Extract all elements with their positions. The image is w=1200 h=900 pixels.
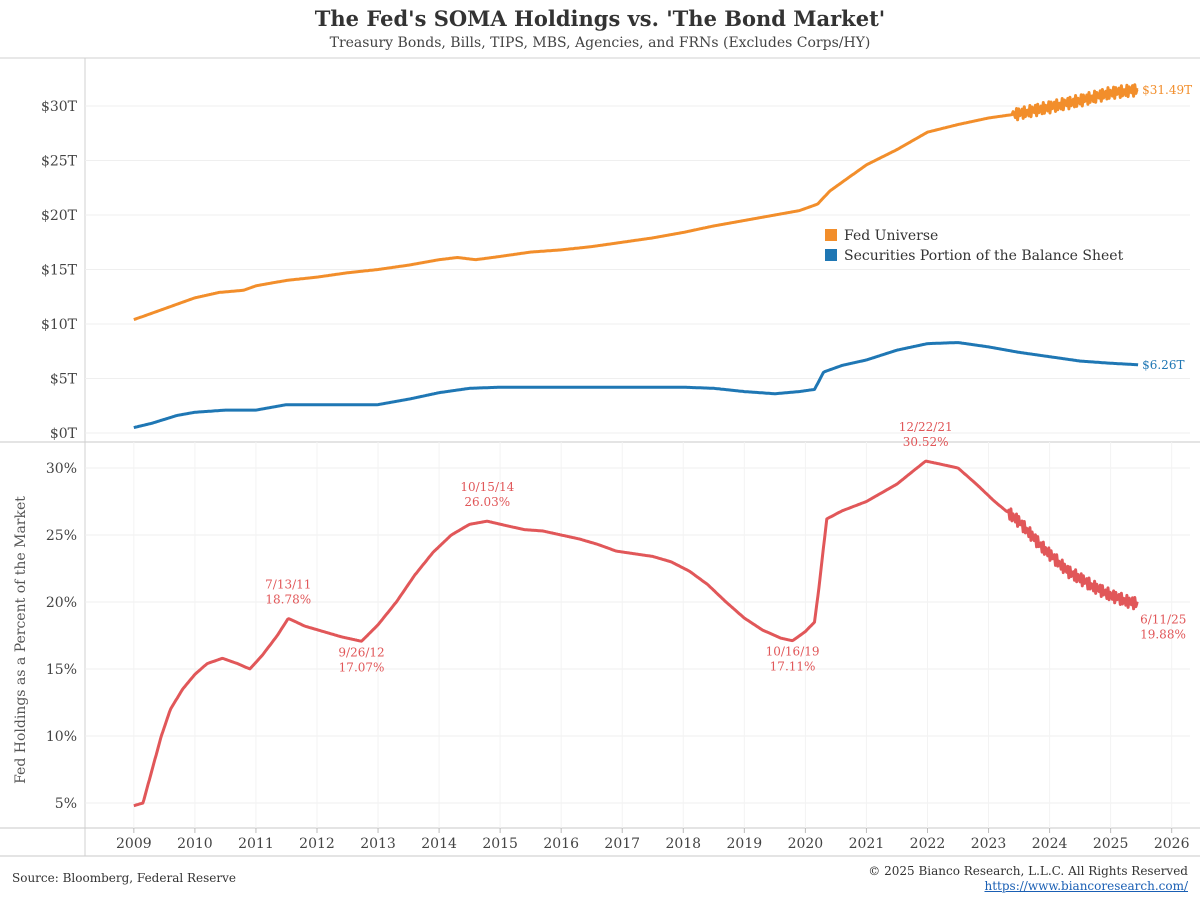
legend-swatch [825,229,837,241]
bottom-y-tick-label: 20% [46,595,77,611]
x-tick-label: 2021 [849,836,885,852]
top-y-tick-label: $20T [41,208,78,224]
chart-subtitle: Treasury Bonds, Bills, TIPS, MBS, Agenci… [329,35,871,51]
annotation-date: 10/15/14 [460,480,514,494]
x-tick-label: 2017 [604,836,640,852]
x-tick-label: 2024 [1032,836,1068,852]
top-y-tick-label: $25T [41,154,78,170]
y-tick-labels: $0T $5T $10T $15T $20T $25T $30T 5% 10% 15% 20% 25%… [41,99,78,812]
annotation-value: 30.52% [903,435,949,449]
x-tick-label: 2009 [116,836,152,852]
legend: Fed Universe Securities Portion of the Ba… [825,228,1124,264]
percent-of-market-line [133,459,1139,808]
x-tick-label: 2013 [360,836,396,852]
bottom-y-tick-label: 10% [46,729,77,745]
top-y-tick-label: $15T [41,263,78,279]
bottom-y-tick-label: 15% [46,662,77,678]
chart-title: The Fed's SOMA Holdings vs. 'The Bond Ma… [314,6,886,31]
annotation-date: 9/26/12 [338,645,384,659]
legend-label: Fed Universe [844,228,938,244]
chart-frame [0,57,1200,857]
x-tick-labels: 2009 2010 2011 2012 2013 2014 2015 2016 2017 2018… [116,836,1190,852]
series-end-label: $6.26T [1142,358,1184,372]
fed-universe-line [133,83,1139,322]
series-end-label: $31.49T [1142,83,1192,97]
legend-swatch [825,249,837,261]
x-tick-label: 2016 [543,836,579,852]
x-tick-label: 2014 [421,836,457,852]
annotation-value: 17.07% [339,660,385,674]
x-tick-label: 2022 [910,836,946,852]
copyright-text: © 2025 Bianco Research, L.L.C. All Right… [868,864,1188,878]
copyright-block: © 2025 Bianco Research, L.L.C. All Right… [868,864,1188,894]
annotation-value: 26.03% [464,495,510,509]
series-lines [133,83,1139,808]
annotation-value: 18.78% [265,592,311,606]
x-tick-label: 2020 [788,836,824,852]
x-tick-label: 2012 [299,836,335,852]
annotation-date: 7/13/11 [265,577,311,591]
x-tick-label: 2010 [177,836,213,852]
top-y-tick-label: $30T [41,99,78,115]
x-tick-label: 2025 [1093,836,1129,852]
bottom-y-tick-label: 5% [55,796,77,812]
bottom-y-tick-label: 30% [46,461,77,477]
website-link[interactable]: https://www.biancoresearch.com/ [984,879,1188,893]
top-y-tick-label: $0T [50,426,78,442]
annotation-date: 12/22/21 [899,420,953,434]
annotation-value: 17.11% [770,660,816,674]
annotation-date: 6/11/25 [1140,613,1186,627]
securities-portion-line [133,341,1139,430]
x-tick-label: 2019 [727,836,763,852]
grid-lines [85,105,1190,833]
top-y-tick-label: $5T [50,372,78,388]
x-tick-label: 2026 [1154,836,1190,852]
top-y-tick-label: $10T [41,317,78,333]
y-axis-title-bottom: Fed Holdings as a Percent of the Market [13,496,29,784]
bottom-y-tick-label: 25% [46,528,77,544]
x-tick-label: 2023 [971,836,1007,852]
annotation-value: 19.88% [1140,628,1186,642]
source-note: Source: Bloomberg, Federal Reserve [12,871,237,885]
x-tick-label: 2011 [238,836,274,852]
annotation-date: 10/16/19 [766,645,820,659]
x-tick-label: 2015 [482,836,518,852]
x-tick-label: 2018 [665,836,701,852]
legend-label: Securities Portion of the Balance Sheet [844,248,1124,264]
